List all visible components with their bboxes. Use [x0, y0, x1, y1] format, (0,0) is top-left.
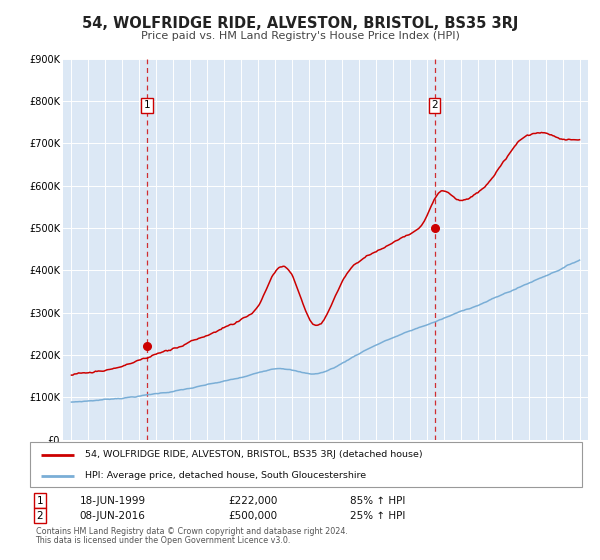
Text: 1: 1 [37, 496, 43, 506]
Text: 08-JUN-2016: 08-JUN-2016 [80, 511, 146, 521]
Text: 54, WOLFRIDGE RIDE, ALVESTON, BRISTOL, BS35 3RJ: 54, WOLFRIDGE RIDE, ALVESTON, BRISTOL, B… [82, 16, 518, 31]
Text: This data is licensed under the Open Government Licence v3.0.: This data is licensed under the Open Gov… [35, 535, 291, 544]
Text: 54, WOLFRIDGE RIDE, ALVESTON, BRISTOL, BS35 3RJ (detached house): 54, WOLFRIDGE RIDE, ALVESTON, BRISTOL, B… [85, 450, 423, 459]
Text: Price paid vs. HM Land Registry's House Price Index (HPI): Price paid vs. HM Land Registry's House … [140, 31, 460, 41]
Text: 1: 1 [143, 100, 151, 110]
Text: 2: 2 [431, 100, 438, 110]
Text: 2: 2 [37, 511, 43, 521]
Text: 18-JUN-1999: 18-JUN-1999 [80, 496, 146, 506]
Text: 85% ↑ HPI: 85% ↑ HPI [350, 496, 406, 506]
Text: £222,000: £222,000 [229, 496, 278, 506]
Text: Contains HM Land Registry data © Crown copyright and database right 2024.: Contains HM Land Registry data © Crown c… [35, 527, 347, 536]
Text: 25% ↑ HPI: 25% ↑ HPI [350, 511, 406, 521]
FancyBboxPatch shape [30, 442, 582, 487]
Text: £500,000: £500,000 [229, 511, 278, 521]
Text: HPI: Average price, detached house, South Gloucestershire: HPI: Average price, detached house, Sout… [85, 472, 367, 480]
